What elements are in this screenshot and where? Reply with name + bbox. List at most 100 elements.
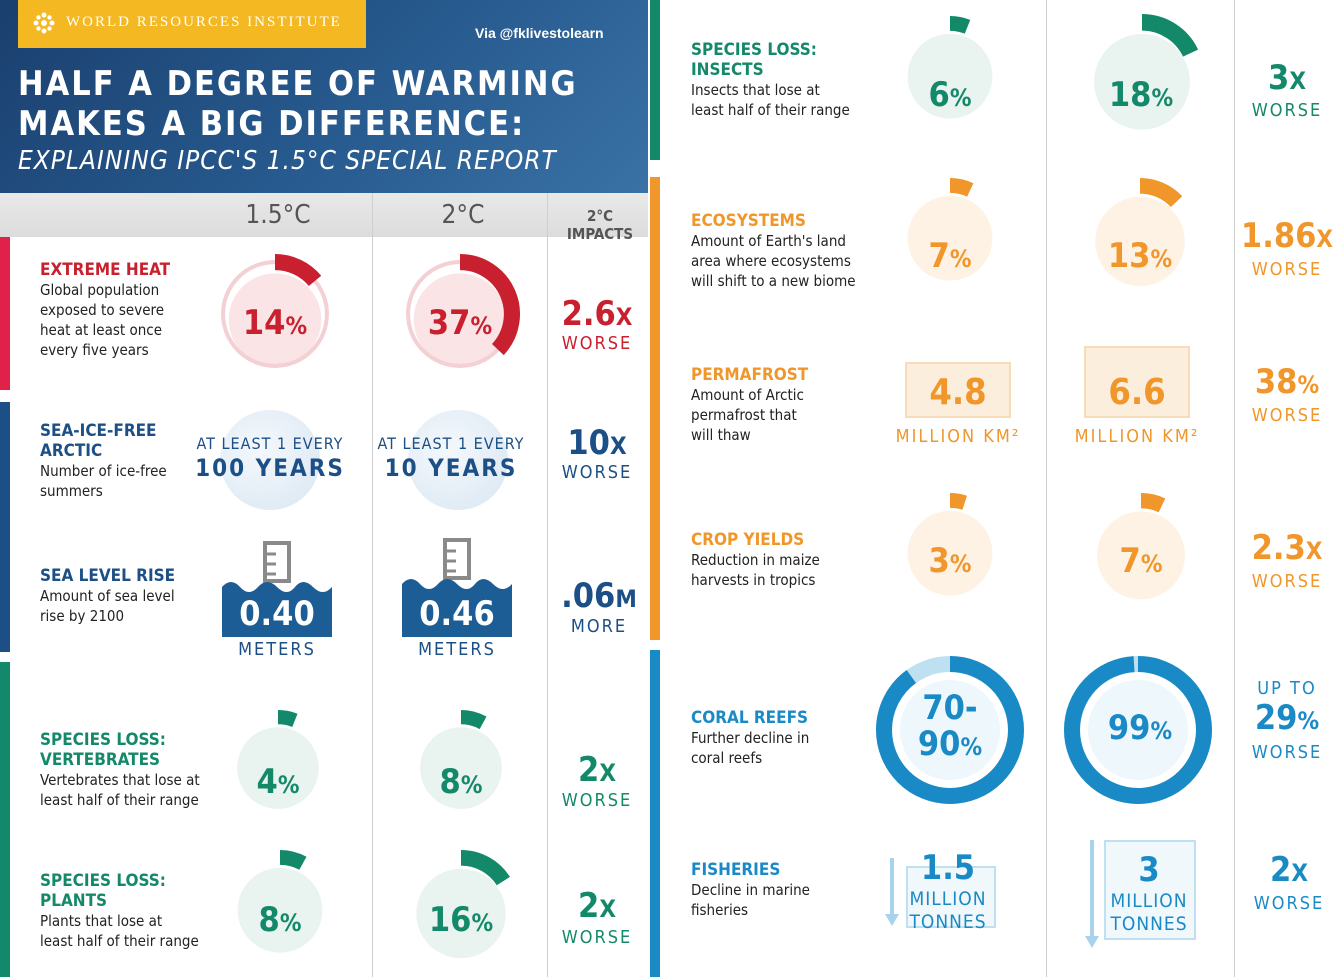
- gauge-arc: [949, 493, 967, 510]
- gauge-disk: [1094, 33, 1190, 130]
- plants-2-value: 16%: [428, 900, 494, 940]
- row-desc-line: heat at least once: [40, 321, 163, 339]
- row-title: SEA LEVEL RISE: [40, 566, 176, 586]
- row-desc-line: Further decline in: [691, 729, 810, 747]
- ecosystems-2-gauge: [1095, 178, 1185, 287]
- down-arrow-icon: [885, 858, 899, 926]
- sea-wave-2: [402, 579, 512, 637]
- coral-1-5-value-line2: 90%: [917, 724, 983, 764]
- row-vertebrates: SPECIES LOSS: VERTEBRATES Vertebrates th…: [40, 730, 200, 810]
- row-desc-line: Amount of sea level: [40, 587, 175, 605]
- row-desc-line: Reduction in maize: [691, 551, 820, 569]
- category-bar-heat: [0, 237, 10, 390]
- row-title: PLANTS: [40, 891, 108, 911]
- row-fisheries: FISHERIES Decline in marine fisheries: [691, 860, 810, 920]
- permafrost-2-value: 6.6: [1108, 372, 1166, 413]
- crops-2-gauge: [1097, 493, 1185, 600]
- wri-badge: WORLD RESOURCES INSTITUTE: [18, 0, 366, 48]
- vertebrates-impact-value: 2X: [578, 750, 616, 790]
- row-permafrost: PERMAFROST Amount of Arctic permafrost t…: [691, 365, 808, 445]
- gauge-arc: [459, 254, 520, 356]
- permafrost-1-5-value: 4.8: [929, 372, 987, 413]
- gauge-disk: [237, 727, 319, 809]
- vertebrates-2-gauge: [420, 710, 502, 809]
- fisheries-2-unit1: MILLION: [1110, 890, 1188, 912]
- column-divider: [1046, 0, 1047, 977]
- seaice-1-5-atleast: AT LEAST 1 EVERY: [196, 434, 344, 453]
- row-desc-line: least half of their range: [691, 101, 850, 119]
- row-title: SPECIES LOSS:: [40, 871, 166, 891]
- row-desc-line: Plants that lose at: [40, 912, 163, 930]
- column-divider: [372, 193, 373, 977]
- coral-impact-label: WORSE: [1251, 742, 1323, 763]
- category-bar-species: [650, 0, 660, 160]
- row-title: CORAL REEFS: [691, 708, 809, 728]
- vertebrates-1-5-gauge: [237, 710, 319, 809]
- gauge-arc: [949, 16, 971, 34]
- vertebrates-2-value: 8%: [439, 762, 483, 802]
- column-divider: [547, 193, 548, 977]
- permafrost-2-unit: MILLION KM²: [1074, 426, 1200, 447]
- gauge-arc: [460, 710, 487, 730]
- heat-impact-value: 2.6X: [561, 294, 633, 334]
- ecosystems-1-5-value: 7%: [928, 236, 972, 276]
- row-desc-line: Decline in marine: [691, 881, 810, 899]
- permafrost-1-5-unit: MILLION KM²: [895, 426, 1021, 447]
- row-desc-line: will shift to a new biome: [691, 272, 856, 290]
- vertebrates-1-5-value: 4%: [256, 762, 300, 802]
- page-subtitle: EXPLAINING IPCC'S 1.5°C SPECIAL REPORT: [18, 146, 557, 176]
- seaice-impact-label: WORSE: [561, 462, 633, 483]
- gauge-arc: [460, 850, 510, 886]
- row-desc-line: least half of their range: [40, 932, 199, 950]
- page-title-line1: HALF A DEGREE OF WARMING: [18, 64, 578, 104]
- heat-2-value: 37%: [427, 303, 493, 343]
- row-title: ECOSYSTEMS: [691, 211, 806, 231]
- row-desc-line: Amount of Earth's land: [691, 232, 846, 250]
- seaice-impact-value: 10X: [567, 423, 627, 463]
- heat-1-5-value: 14%: [242, 303, 308, 343]
- ecosystems-1-5-gauge: [907, 178, 993, 281]
- sealevel-1-5-value: 0.40: [239, 594, 315, 634]
- globe-icon: [408, 410, 508, 510]
- column-divider: [1234, 0, 1235, 977]
- gauge-disk: [907, 33, 993, 119]
- seaice-2-years: 10 YEARS: [384, 454, 518, 482]
- coral-1-5-value: 70- 90%: [900, 690, 1000, 765]
- sealevel-impact-value: .06M: [561, 576, 637, 616]
- row-ecosystems: ECOSYSTEMS Amount of Earth's land area w…: [691, 211, 856, 291]
- ecosystems-impact-value: 1.86X: [1240, 216, 1334, 256]
- insects-2-value: 18%: [1108, 75, 1174, 115]
- globe-icon: [220, 410, 320, 510]
- row-desc-line: every five years: [40, 341, 149, 359]
- row-title: SEA-ICE-FREE: [40, 421, 157, 441]
- plants-1-5-gauge: [237, 850, 323, 953]
- heat-2-gauge: [406, 254, 520, 368]
- gauge-disk: [416, 868, 506, 959]
- sealevel-2-value: 0.46: [419, 594, 495, 634]
- row-desc-line: Amount of Arctic: [691, 386, 804, 404]
- gauge-disk: [907, 195, 993, 281]
- soil-icon: [905, 362, 1011, 418]
- row-title: PERMAFROST: [691, 365, 809, 385]
- crops-2-value: 7%: [1119, 541, 1163, 581]
- gauge-arc: [274, 254, 322, 287]
- gauge-disk: [420, 727, 502, 809]
- gauge-disk: [907, 510, 993, 596]
- row-desc-line: Global population: [40, 281, 160, 299]
- row-sea-ice: SEA-ICE-FREE ARCTIC Number of ice-free s…: [40, 421, 167, 501]
- coral-1-5-value-line1: 70-: [922, 688, 978, 728]
- gauge-arc: [277, 710, 298, 728]
- crops-impact-value: 2.3X: [1251, 528, 1323, 568]
- category-bar-land: [650, 177, 660, 640]
- sealevel-impact-label: MORE: [570, 616, 628, 637]
- plants-impact-value: 2X: [578, 886, 616, 926]
- row-title: EXTREME HEAT: [40, 260, 171, 280]
- gauge-arc: [949, 178, 974, 197]
- insects-1-5-gauge: [907, 16, 993, 119]
- org-name: WORLD RESOURCES INSTITUTE: [66, 14, 342, 30]
- fisheries-2-unit2: TONNES: [1110, 913, 1188, 935]
- permafrost-impact-value: 38%: [1254, 362, 1320, 402]
- heat-impact-label: WORSE: [561, 333, 633, 354]
- row-title: VERTEBRATES: [40, 750, 161, 770]
- coral-2-gauge: [1064, 656, 1212, 804]
